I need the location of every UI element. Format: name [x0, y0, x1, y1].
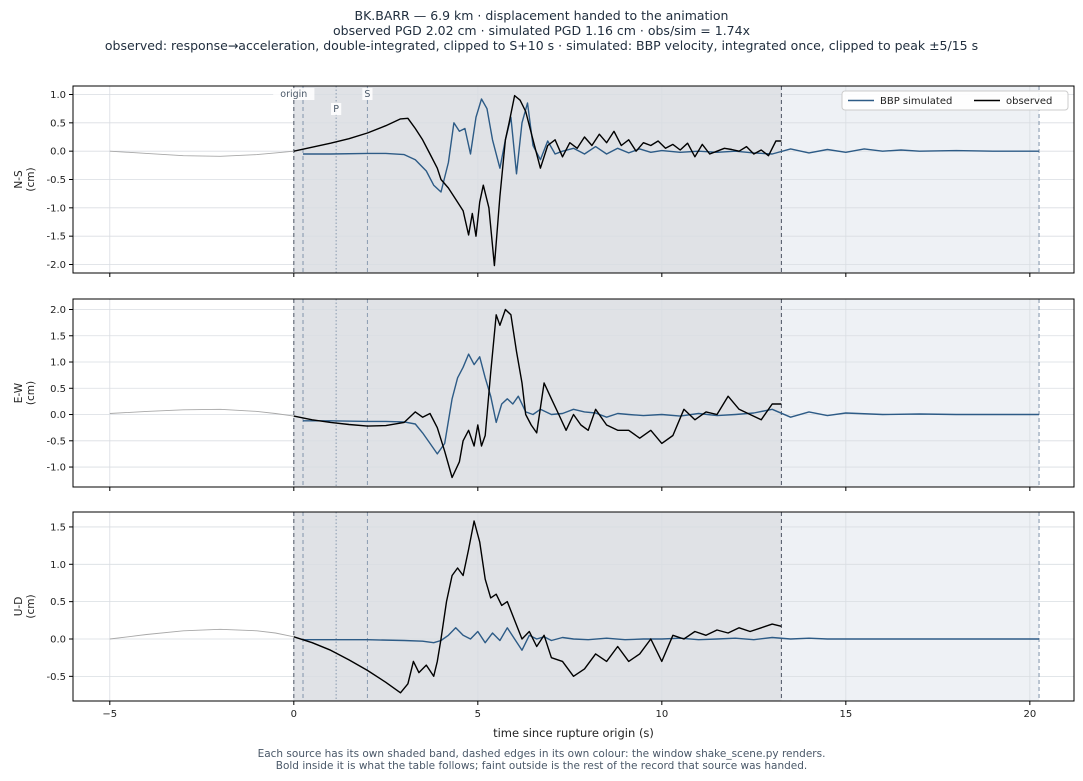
y-tick-label: -0.5	[46, 175, 66, 186]
figure-title: BK.BARR — 6.9 km · displacement handed t…	[0, 8, 1083, 53]
title-line-2: observed PGD 2.02 cm · simulated PGD 1.1…	[333, 23, 750, 38]
observed-faint-trace	[109, 408, 294, 417]
y-tick-label: 1.5	[50, 331, 66, 342]
marker-s-label: S	[364, 89, 370, 100]
simulated-trace	[303, 98, 1039, 193]
title-line-1: BK.BARR — 6.9 km · displacement handed t…	[354, 8, 729, 23]
panel-2: -1.0 -0.5 0.0 0.5 1.0 1.5 2.0 E-W(cm)	[13, 298, 1075, 491]
y-tick-label: 0.0	[50, 634, 66, 645]
observed-trace	[293, 308, 782, 479]
y-tick-label: 0.0	[50, 410, 66, 421]
y-tick-label: 1.5	[50, 522, 66, 533]
panel-3: -0.5 0.0 0.5 1.0 1.5 −5 0 5 10 15 20 U-D(cm)	[13, 511, 1075, 720]
y-tick-label: 0.5	[50, 597, 66, 608]
y-tick-label: -1.5	[46, 232, 66, 243]
y-tick-label: -2.0	[46, 260, 66, 271]
y-tick-label: -1.0	[46, 203, 66, 214]
y-tick-label: 0.5	[50, 118, 66, 129]
marker-label-bg	[273, 88, 315, 100]
observed-window-band	[293, 512, 782, 701]
observed-faint-trace	[109, 150, 294, 157]
x-tick-label: 20	[1023, 709, 1036, 720]
x-tick-label: 0	[291, 709, 297, 720]
x-tick-label: 15	[839, 709, 852, 720]
marker-origin-label: origin	[280, 89, 307, 100]
y-tick-label: 1.0	[50, 560, 66, 571]
observed-trace	[293, 520, 782, 694]
y-tick-label: 1.0	[50, 90, 66, 101]
caption-line-1: Each source has its own shaded band, das…	[257, 748, 826, 760]
marker-p-label: P	[333, 104, 339, 115]
y-tick-label: -0.5	[46, 436, 66, 447]
y-tick-label: -1.0	[46, 463, 66, 474]
y-axis-label: E-W(cm)	[13, 381, 37, 405]
observed-faint-trace	[109, 628, 294, 640]
legend-box	[841, 90, 1069, 111]
figure-caption: Each source has its own shaded band, das…	[0, 748, 1083, 772]
observed-window-band	[293, 299, 782, 487]
y-tick-label: -0.5	[46, 672, 66, 683]
axes-frame	[72, 511, 1075, 702]
x-axis-label: time since rupture origin (s)	[493, 726, 654, 740]
caption-line-2: Bold inside it is what the table follows…	[275, 760, 808, 772]
y-tick-label: 0.0	[50, 147, 66, 158]
x-tick-label: −5	[102, 709, 117, 720]
marker-label-bg	[362, 88, 373, 100]
legend: BBP simulated observed	[841, 90, 1069, 111]
observed-trace	[293, 94, 782, 267]
y-axis-label: N-S(cm)	[13, 167, 37, 191]
y-tick-label: 0.5	[50, 384, 66, 395]
axes-frame	[72, 298, 1075, 488]
y-tick-label: 1.0	[50, 358, 66, 369]
legend-label: BBP simulated	[880, 96, 952, 107]
legend-label: observed	[1006, 96, 1052, 107]
x-tick-label: 5	[475, 709, 481, 720]
x-tick-label: 10	[655, 709, 668, 720]
marker-label-bg	[331, 103, 342, 115]
title-line-3: observed: response→acceleration, double-…	[104, 38, 979, 53]
simulated-trace	[303, 627, 1039, 651]
y-tick-label: 2.0	[50, 305, 66, 316]
panel-1: -2.0 -1.5 -1.0 -0.5 0.0 0.5 1.0 N-S(cm) origin P S…	[13, 85, 1075, 277]
y-axis-label: U-D(cm)	[13, 594, 37, 618]
